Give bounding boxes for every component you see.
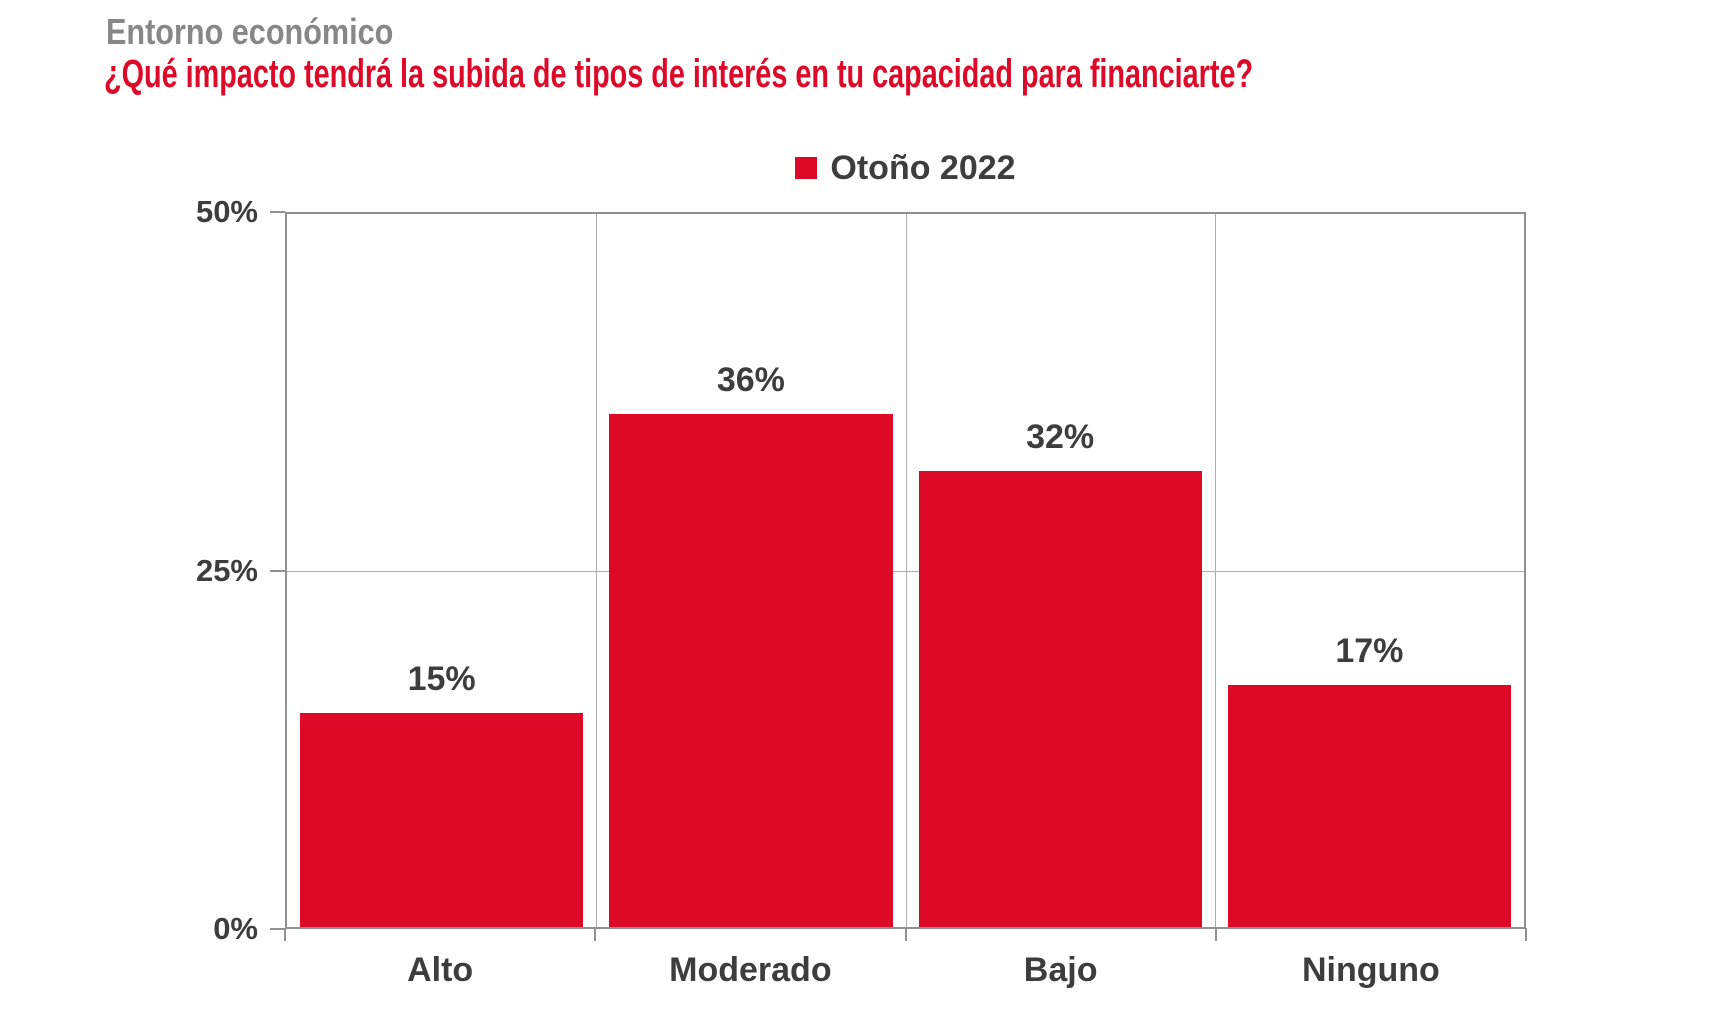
plot-area: 15% 36% 32% 17% — [285, 212, 1526, 929]
gridline-vertical — [905, 214, 907, 927]
chart-title: ¿Qué impacto tendrá la subida de tipos d… — [104, 52, 1254, 96]
legend-swatch-icon — [795, 157, 818, 179]
legend: Otoño 2022 — [285, 150, 1526, 186]
category-label: Ninguno — [1301, 951, 1440, 989]
x-axis-tick — [284, 928, 286, 941]
bar-ninguno — [1227, 684, 1511, 927]
x-axis-tick — [594, 928, 597, 941]
gridline-vertical — [1214, 214, 1216, 927]
x-axis-tick — [1525, 928, 1527, 941]
x-axis-tick — [1214, 928, 1217, 941]
category-label: Alto — [407, 951, 474, 989]
y-axis-tick — [270, 569, 285, 572]
legend-label: Otoño 2022 — [830, 149, 1016, 187]
y-axis-tick — [270, 211, 285, 213]
gridline-vertical — [596, 214, 598, 927]
x-axis-tick — [904, 928, 907, 941]
bar-alto — [300, 713, 584, 927]
category-label: Moderado — [669, 951, 832, 989]
bar-value-label: 17% — [1335, 631, 1404, 670]
bar-moderado — [609, 413, 893, 927]
bar-value-label: 15% — [407, 660, 476, 699]
y-axis-tick — [270, 928, 285, 930]
bar-bajo — [918, 470, 1202, 927]
category-label: Bajo — [1023, 951, 1098, 989]
y-axis-tick-label: 50% — [195, 194, 258, 229]
y-axis-tick-label: 25% — [195, 552, 258, 588]
y-axis-tick-label: 0% — [213, 911, 258, 946]
bar-value-label: 32% — [1026, 417, 1095, 456]
chart-kicker: Entorno económico — [106, 11, 394, 52]
bar-value-label: 36% — [716, 360, 785, 399]
